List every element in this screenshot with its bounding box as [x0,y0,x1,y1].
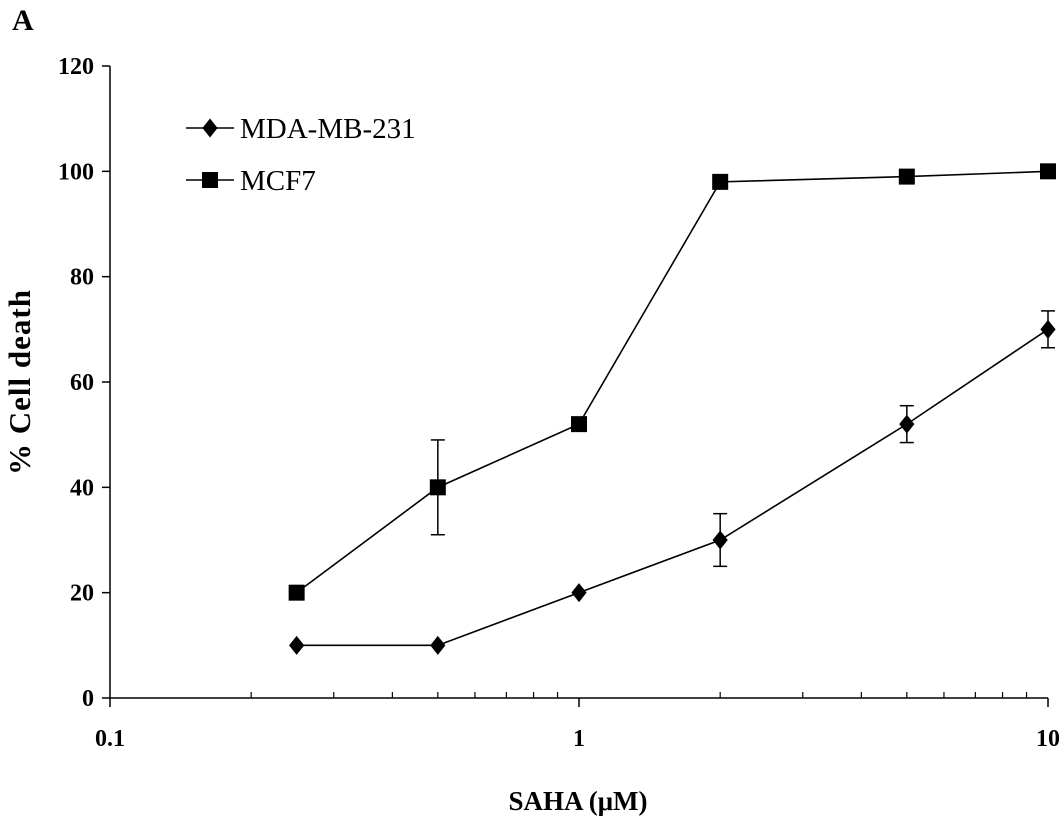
x-tick-label: 0.1 [95,726,125,752]
y-tick-label: 100 [58,159,94,185]
data-point-diamond [289,635,305,655]
legend-marker-diamond [202,118,218,138]
x-tick-label: 10 [1036,726,1060,752]
data-point-diamond [571,583,587,603]
data-point-diamond [430,635,446,655]
legend-marker-square [202,172,218,188]
x-tick-label: 1 [573,726,585,752]
series-mcf7 [288,163,1056,601]
data-point-square [712,173,729,190]
legend: MDA-MB-231 MCF7 [186,113,416,197]
y-axis-title: % Cell death [2,289,37,475]
series-mda-mb-231 [289,310,1056,655]
panel-label: A [12,4,34,37]
y-tick-label: 60 [70,370,94,396]
legend-label: MCF7 [240,165,316,197]
data-point-square [898,168,915,185]
data-point-square [429,479,446,496]
y-ticks: 0 20 40 60 80 100 120 [58,54,110,712]
y-tick-label: 40 [70,475,94,501]
data-point-square [571,416,587,433]
legend-label: MDA-MB-231 [240,113,416,145]
series-line [296,328,1049,647]
y-tick-label: 80 [70,265,94,291]
data-point-diamond [899,414,915,434]
series-line [296,170,1049,594]
data-point-square [288,584,305,601]
y-tick-label: 120 [58,54,94,80]
x-axis-title: SAHA (μM) [508,786,647,816]
x-ticks: 0.1 1 10 [95,692,1060,752]
y-tick-label: 20 [70,581,94,607]
plot-area: 0 20 40 60 80 100 120 0.1 1 10 [58,54,1060,752]
series-layer [288,163,1056,655]
y-tick-label: 0 [82,686,94,712]
data-point-square [1040,163,1056,180]
data-point-diamond [712,530,728,550]
data-point-diamond [1040,319,1056,339]
